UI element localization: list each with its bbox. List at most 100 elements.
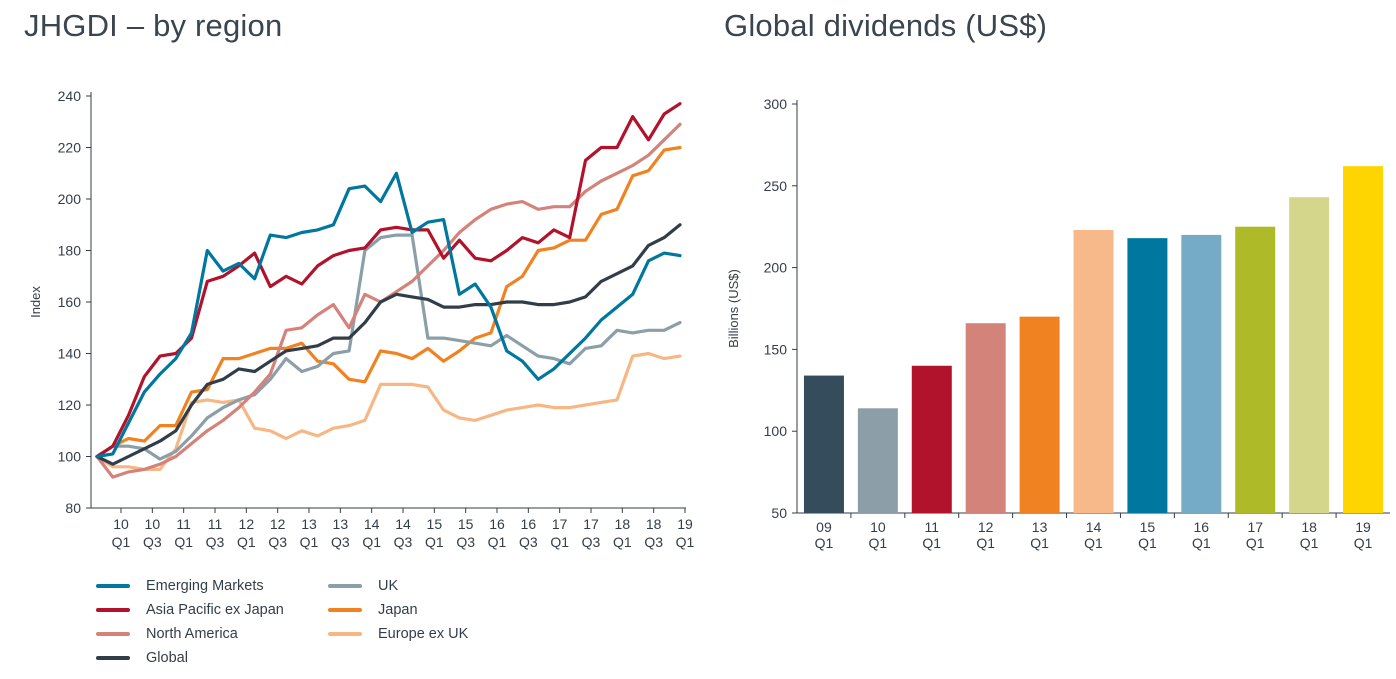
x-tick-label-year: 12 xyxy=(239,516,255,532)
x-tick-label-year: 09 xyxy=(816,519,832,535)
legend-label: Japan xyxy=(378,602,418,618)
x-tick-label-quarter: Q1 xyxy=(1246,535,1265,551)
x-tick-label-quarter: Q3 xyxy=(582,534,601,550)
bar-14 xyxy=(1073,229,1114,514)
x-tick-label-quarter: Q1 xyxy=(1138,535,1157,551)
x-tick-label-year: 19 xyxy=(677,516,693,532)
x-tick-label-quarter: Q3 xyxy=(268,534,287,550)
bar-17 xyxy=(1235,226,1276,513)
y-tick-label: 160 xyxy=(58,294,82,310)
x-tick-label-quarter: Q1 xyxy=(676,534,695,550)
x-tick-label-year: 16 xyxy=(489,516,505,532)
x-tick-label-year: 11 xyxy=(208,516,223,532)
legend-swatch xyxy=(96,608,130,612)
line-chart: 80 100 120 140 160 180 200 220 240 Index 10 Q1 10 Q3 1… xyxy=(28,88,695,550)
line-chart-legend: Emerging Markets Asia Pacific ex Japan Nor… xyxy=(96,574,516,670)
x-tick-label-year: 12 xyxy=(978,519,994,535)
x-tick-label-quarter: Q1 xyxy=(976,535,995,551)
legend-label: Europe ex UK xyxy=(378,626,469,642)
x-tick-label-quarter: Q1 xyxy=(869,535,888,551)
series-line-emerging-markets xyxy=(95,171,682,459)
x-tick-label-year: 12 xyxy=(270,516,286,532)
legend-swatch xyxy=(96,584,130,588)
y-tick-label: 100 xyxy=(764,423,788,439)
x-tick-label-year: 14 xyxy=(1086,519,1102,535)
x-tick-label-quarter: Q1 xyxy=(1084,535,1103,551)
y-axis-label: Billions (US$) xyxy=(726,269,741,348)
x-tick-label-quarter: Q3 xyxy=(331,534,350,550)
x-tick-label-quarter: Q1 xyxy=(112,534,131,550)
x-tick-label-quarter: Q3 xyxy=(519,534,538,550)
x-tick-label-year: 19 xyxy=(1355,519,1371,535)
x-tick-label-year: 13 xyxy=(1032,519,1048,535)
legend-swatch xyxy=(96,632,130,636)
series-line-japan xyxy=(95,145,682,459)
y-tick-label: 150 xyxy=(764,341,788,357)
x-tick-label-quarter: Q1 xyxy=(922,535,941,551)
y-tick-label: 220 xyxy=(58,140,82,156)
bar-18 xyxy=(1289,197,1330,513)
x-tick-label-quarter: Q1 xyxy=(815,535,834,551)
legend-swatch xyxy=(328,632,362,636)
x-tick-label-quarter: Q1 xyxy=(488,534,507,550)
series-line-europe-ex-uk xyxy=(95,351,682,471)
y-tick-label: 140 xyxy=(58,346,82,362)
x-tick-label-year: 18 xyxy=(646,516,662,532)
x-tick-label-quarter: Q3 xyxy=(644,534,663,550)
legend-item: North America xyxy=(96,622,238,646)
legend-label: UK xyxy=(378,578,399,594)
y-axis-label: Index xyxy=(28,286,43,318)
x-tick-label-year: 17 xyxy=(583,516,599,532)
x-tick-label-year: 14 xyxy=(364,516,380,532)
legend-item: Global xyxy=(96,646,188,670)
y-tick-label: 250 xyxy=(764,178,788,194)
legend-label: Emerging Markets xyxy=(146,578,264,594)
series-line-asia-pacific-ex-japan xyxy=(95,102,682,459)
legend-item: Europe ex UK xyxy=(328,622,468,646)
y-tick-label: 180 xyxy=(58,243,82,259)
x-tick-label-year: 15 xyxy=(1140,519,1156,535)
legend-swatch xyxy=(328,608,362,612)
x-tick-label-year: 15 xyxy=(458,516,474,532)
x-tick-label-quarter: Q3 xyxy=(394,534,413,550)
x-tick-label-quarter: Q3 xyxy=(456,534,475,550)
legend-item: Asia Pacific ex Japan xyxy=(96,598,284,622)
bar-13 xyxy=(1019,316,1060,513)
legend-label: Global xyxy=(146,650,188,666)
x-tick-label-year: 17 xyxy=(552,516,568,532)
y-tick-label: 240 xyxy=(58,88,82,104)
x-tick-label-year: 18 xyxy=(1301,519,1317,535)
x-tick-label-quarter: Q3 xyxy=(143,534,162,550)
x-tick-label-year: 10 xyxy=(870,519,886,535)
y-tick-label: 100 xyxy=(58,449,82,465)
legend-item: Japan xyxy=(328,598,418,622)
bar-11 xyxy=(911,365,952,513)
x-tick-label-year: 18 xyxy=(615,516,631,532)
x-tick-label-quarter: Q1 xyxy=(550,534,569,550)
bar-16 xyxy=(1181,234,1222,513)
legend-item: UK xyxy=(328,574,398,598)
y-tick-label: 200 xyxy=(764,260,788,276)
series-line-uk xyxy=(95,233,682,461)
y-tick-label: 120 xyxy=(58,397,82,413)
x-tick-label-quarter: Q1 xyxy=(300,534,319,550)
y-tick-label: 80 xyxy=(65,500,81,516)
bar-19 xyxy=(1343,166,1384,513)
x-tick-label-year: 11 xyxy=(924,519,939,535)
x-tick-label-year: 13 xyxy=(301,516,317,532)
legend-label: North America xyxy=(146,626,238,642)
chart-title-regional: JHGDI – by region xyxy=(24,8,283,43)
y-tick-label: 50 xyxy=(771,505,787,521)
bar-09 xyxy=(803,375,844,513)
bar-12 xyxy=(965,323,1006,513)
x-tick-label-year: 13 xyxy=(333,516,349,532)
bar-10 xyxy=(857,408,898,513)
x-tick-label-quarter: Q1 xyxy=(174,534,193,550)
x-tick-label-year: 11 xyxy=(176,516,191,532)
x-tick-label-year: 16 xyxy=(521,516,537,532)
legend-label: Asia Pacific ex Japan xyxy=(146,602,284,618)
x-tick-label-year: 10 xyxy=(145,516,161,532)
x-tick-label-quarter: Q1 xyxy=(1192,535,1211,551)
bar-15 xyxy=(1127,238,1168,514)
